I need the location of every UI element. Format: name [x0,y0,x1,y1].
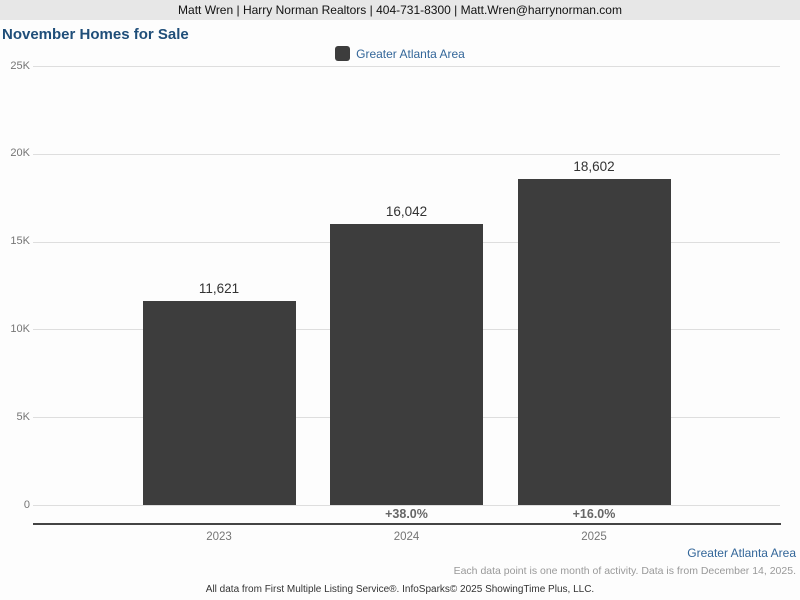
y-tick-label: 25K [10,59,30,72]
footer-attribution: All data from First Multiple Listing Ser… [205,584,595,595]
bar-value-label: 16,042 [385,203,428,219]
chart-legend[interactable]: Greater Atlanta Area [0,45,800,62]
x-category-label: 2025 [581,531,607,543]
y-gridline [33,66,780,67]
contact-header: Matt Wren | Harry Norman Realtors | 404-… [0,0,800,20]
x-category-label: 2024 [393,531,420,543]
y-gridline [33,153,780,155]
legend-swatch-icon [335,46,351,61]
legend-label: Greater Atlanta Area [356,46,465,61]
bar[interactable] [330,223,483,506]
y-gridline [33,505,780,506]
y-tick-label: 20K [10,147,30,160]
footer-area-label: Greater Atlanta Area [687,546,796,560]
y-tick-label: 0 [23,498,30,511]
y-tick-label: 5K [16,410,30,423]
bar-value-label: 18,602 [573,158,615,174]
bar[interactable] [517,178,671,506]
pct-change-label: +16.0% [572,507,616,521]
y-tick-label: 10K [10,322,30,335]
bar[interactable] [142,301,296,506]
x-category-label: 2023 [206,531,232,543]
contact-header-text: Matt Wren | Harry Norman Realtors | 404-… [178,3,622,17]
page-title: November Homes for Sale [2,26,189,43]
x-axis-line [33,523,781,525]
bar-value-label: 11,621 [198,281,240,297]
pct-change-label: +38.0% [385,507,428,521]
y-tick-label: 15K [10,235,30,248]
footer-note: Each data point is one month of activity… [453,565,796,577]
